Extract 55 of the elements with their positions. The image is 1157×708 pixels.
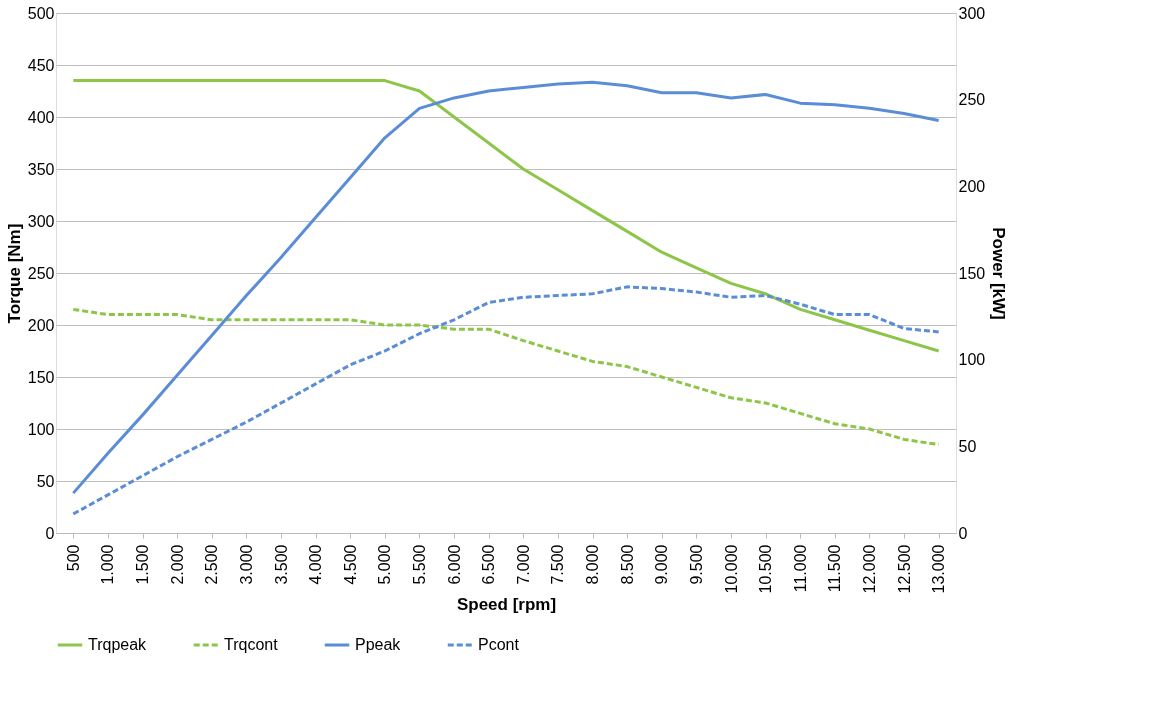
x-tick-label: 10.000	[722, 544, 740, 594]
y-tick-label: 200	[27, 316, 55, 334]
y2-tick-label: 100	[958, 351, 986, 369]
line-series	[71, 307, 941, 447]
y-tick-label: 300	[27, 212, 55, 230]
x-tick-label: 7.000	[514, 544, 532, 585]
y-tick-label: 250	[27, 264, 55, 282]
y2-tick-label: 200	[958, 177, 986, 195]
x-tick-label: 10.500	[757, 544, 775, 594]
x-tick-label: 500	[64, 544, 82, 572]
y-tick-label: 150	[27, 368, 55, 386]
y-tick-label: 50	[36, 472, 55, 490]
x-tick-label: 9.000	[653, 544, 671, 585]
y-axis-title: Torque [Nm]	[4, 223, 24, 324]
x-tick-label: 11.500	[826, 544, 844, 593]
x-tick-label: 12.000	[860, 544, 878, 594]
x-tick-label: 11.000	[791, 544, 809, 593]
x-tick-label: 7.500	[549, 544, 567, 585]
line-series	[71, 79, 941, 353]
y2-tick-label: 50	[958, 437, 977, 455]
y-tick-label: 350	[27, 160, 55, 178]
x-tick-label: 4.000	[307, 544, 325, 585]
y-tick-label: 450	[27, 56, 55, 74]
y-tick-label: 500	[27, 4, 55, 22]
x-tick-label: 6.000	[445, 544, 463, 585]
y-tick-label: 400	[27, 108, 55, 126]
y2-tick-label: 150	[958, 264, 986, 282]
legend-label: Ppeak	[355, 636, 402, 653]
x-tick-label: 4.500	[341, 544, 359, 585]
y2-tick-label: 300	[958, 4, 986, 22]
y-tick-label: 100	[27, 420, 55, 438]
x-tick-label: 1.500	[134, 544, 152, 585]
x-tick-label: 8.500	[618, 544, 636, 585]
x-tick-label: 5.000	[376, 544, 394, 585]
y2-tick-label: 0	[958, 524, 968, 542]
legend-label: Trqpeak	[88, 636, 148, 653]
x-tick-label: 1.000	[99, 544, 117, 585]
y2-axis-title: Power [kW]	[989, 227, 1009, 320]
x-tick-label: 3.500	[272, 544, 290, 585]
x-tick-label: 6.500	[480, 544, 498, 585]
y-tick-label: 0	[45, 524, 55, 542]
x-tick-label: 13.000	[930, 544, 948, 594]
x-axis-title: Speed [rpm]	[456, 595, 557, 615]
x-tick-label: 2.000	[168, 544, 186, 585]
legend-label: Trqcont	[224, 636, 279, 653]
line-series	[71, 80, 941, 495]
x-tick-label: 2.500	[203, 544, 221, 585]
line-series	[71, 285, 941, 516]
y2-tick-label: 250	[958, 91, 986, 109]
x-tick-label: 12.500	[895, 544, 913, 594]
legend-label: Pcont	[478, 636, 520, 653]
x-tick-label: 8.000	[584, 544, 602, 585]
x-tick-label: 3.000	[237, 544, 255, 585]
x-tick-label: 9.500	[687, 544, 705, 585]
x-tick-label: 5.500	[410, 544, 428, 585]
